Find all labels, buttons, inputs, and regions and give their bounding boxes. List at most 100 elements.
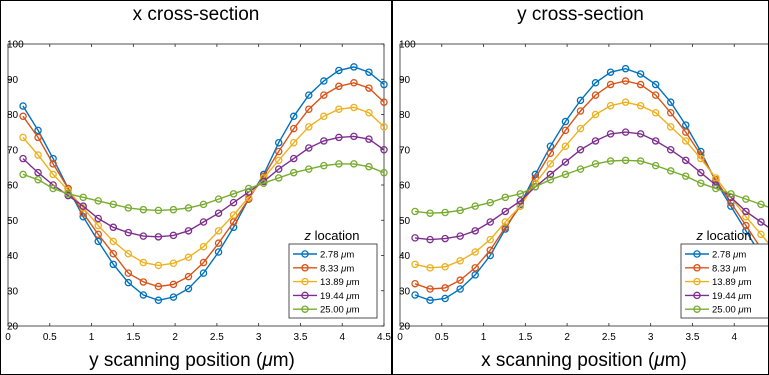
data-point <box>546 170 555 179</box>
data-point <box>79 193 87 202</box>
data-point <box>636 130 645 138</box>
x-tick-label: 1 <box>481 332 487 343</box>
data-point <box>34 175 42 184</box>
y-tick-label: 100 <box>7 40 24 51</box>
legend-label: 13.89 μm <box>712 277 752 288</box>
data-point <box>666 167 675 175</box>
legend-marker <box>693 305 701 313</box>
data-point <box>516 190 525 198</box>
data-point <box>621 128 630 136</box>
x-tick-label: 4 <box>731 332 737 343</box>
data-point <box>606 157 615 165</box>
data-point <box>576 145 585 154</box>
data-point <box>727 190 735 198</box>
data-point <box>34 126 42 135</box>
data-point <box>411 279 419 288</box>
data-point <box>259 179 268 187</box>
data-point <box>154 233 163 241</box>
x-tick-label: 0.5 <box>43 332 57 343</box>
data-point <box>712 174 720 182</box>
chart-title: y cross-section <box>517 4 644 25</box>
data-point <box>380 123 388 131</box>
series-line <box>414 101 769 269</box>
data-point <box>546 175 555 184</box>
data-point <box>757 218 765 226</box>
y-tick-label: 50 <box>7 216 19 227</box>
data-point <box>606 68 615 76</box>
legend-label: 2.78 μm <box>712 250 746 261</box>
data-point <box>621 64 630 73</box>
data-point <box>94 221 102 230</box>
data-point <box>169 231 178 240</box>
x-cross-section-panel: x cross-section 20 30 40 50 60 70 80 90 100 0 0.5 1… <box>0 0 392 375</box>
data-point <box>591 79 600 87</box>
data-point <box>591 110 600 119</box>
data-point <box>697 154 705 163</box>
data-point <box>636 101 645 110</box>
series-line <box>414 159 769 214</box>
data-point <box>154 296 163 305</box>
data-point <box>19 133 27 142</box>
data-point <box>169 259 178 268</box>
data-point <box>456 206 464 215</box>
data-point <box>651 161 660 170</box>
data-point <box>109 249 118 258</box>
data-point <box>712 184 720 193</box>
x-tick-label: 4 <box>339 332 345 343</box>
data-point <box>34 133 42 142</box>
data-point <box>426 209 434 217</box>
data-point <box>456 232 464 240</box>
legend-marker <box>301 305 309 313</box>
x-tick-label: 2 <box>564 332 570 343</box>
data-point <box>79 202 87 210</box>
y-tick-label: 70 <box>7 145 19 156</box>
data-point <box>365 162 373 171</box>
data-point <box>666 145 675 154</box>
data-point <box>471 202 479 210</box>
x-tick-label: 2 <box>172 332 178 343</box>
x-tick-label: 1.5 <box>518 332 532 343</box>
data-point <box>139 291 148 299</box>
y-tick-label: 80 <box>7 110 19 121</box>
data-point <box>636 80 645 89</box>
legend-marker <box>693 291 701 300</box>
data-point <box>441 234 449 243</box>
data-point <box>109 260 118 269</box>
data-point <box>214 239 223 247</box>
data-point <box>380 168 388 177</box>
data-point <box>727 198 735 207</box>
data-point <box>94 197 102 205</box>
data-point <box>290 138 298 147</box>
legend-label: 8.33 μm <box>320 263 354 274</box>
legend-marker <box>693 264 701 272</box>
data-point <box>380 98 388 106</box>
data-point <box>576 124 585 133</box>
data-point <box>441 263 449 271</box>
data-point <box>411 207 419 216</box>
data-point <box>666 98 675 106</box>
data-point <box>154 206 163 215</box>
data-point <box>274 147 283 156</box>
data-point <box>290 168 298 177</box>
data-point <box>290 154 298 163</box>
data-point <box>561 170 570 179</box>
data-point <box>199 242 208 251</box>
data-point <box>214 248 223 256</box>
data-point <box>516 202 525 210</box>
data-point <box>350 63 358 71</box>
y-tick-label: 90 <box>399 75 411 86</box>
y-tick-label: 60 <box>399 181 411 192</box>
data-point <box>335 133 343 142</box>
data-point <box>531 183 540 191</box>
data-point <box>365 108 373 117</box>
x-tick-label: 1 <box>89 332 95 343</box>
data-point <box>456 276 464 284</box>
data-point <box>441 294 449 303</box>
data-point <box>742 195 750 203</box>
y-tick-label: 20 <box>399 322 411 333</box>
data-point <box>426 235 434 244</box>
data-point <box>365 84 373 92</box>
data-point <box>621 156 630 165</box>
data-point <box>214 195 223 203</box>
data-point <box>441 208 449 217</box>
